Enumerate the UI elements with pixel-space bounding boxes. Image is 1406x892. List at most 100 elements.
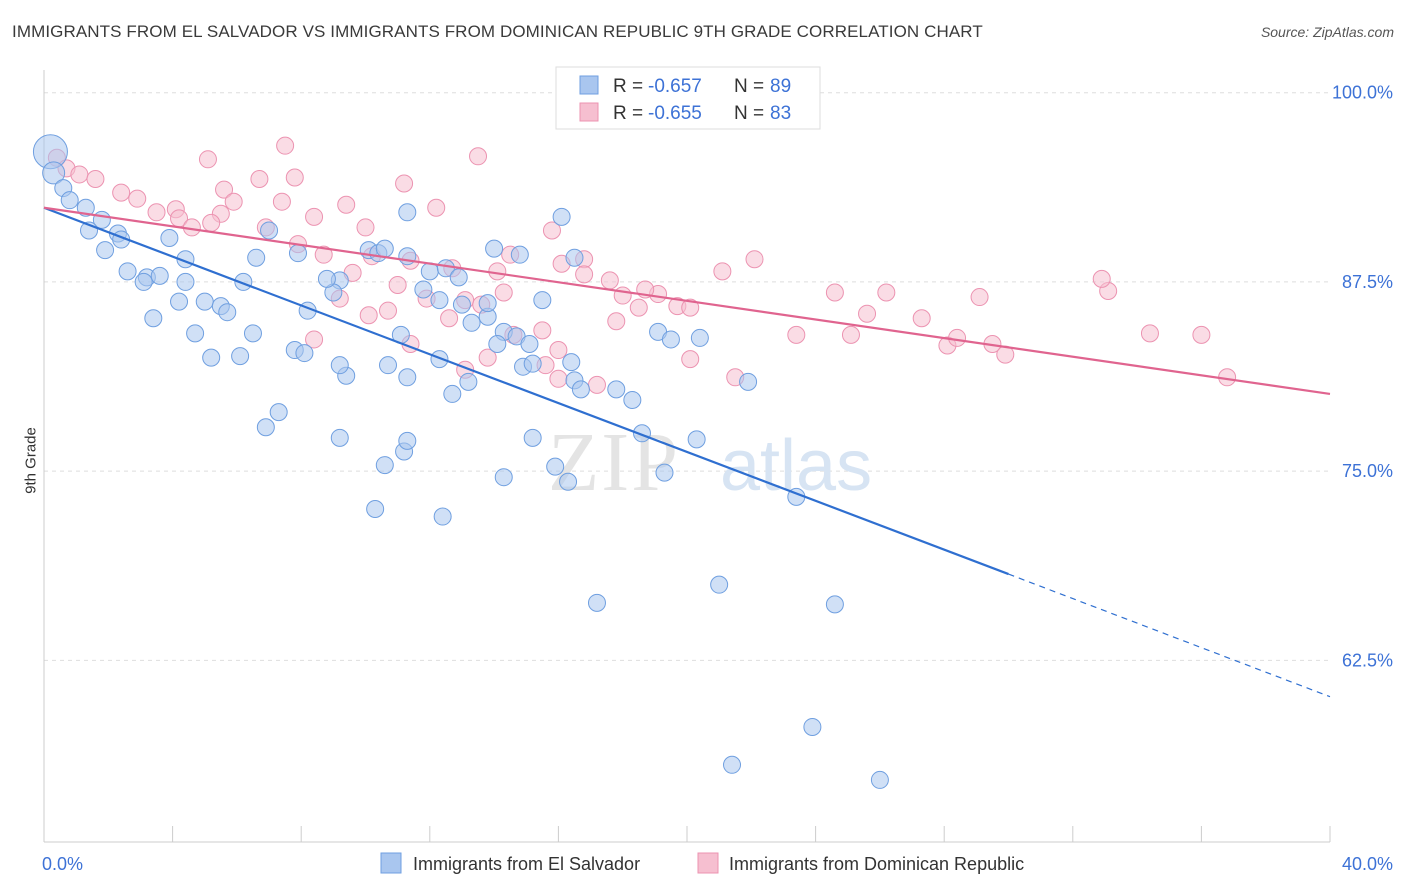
blue-point-50 [533,291,552,310]
blue-point-48 [485,239,504,258]
blue-point-1 [42,161,66,185]
pink-point-19 [356,218,375,237]
blue-point-79 [256,418,275,437]
blue-point-52 [565,248,584,267]
correlation-legend-box: R = -0.657 N = 89 R = -0.655 N = 83 [555,66,821,130]
blue-point-26 [243,324,262,343]
blue-point-83 [375,456,394,475]
pink-point-78 [533,321,552,340]
pink-point-18 [337,195,356,214]
y-tick-label-3: 62.5% [1342,650,1393,670]
series-legend-swatch-pink [697,852,719,874]
pink-point-74 [314,245,333,264]
blue-point-45 [462,313,481,332]
y-axis-label: 9th Grade [22,427,40,494]
blue-point-57 [231,347,250,366]
pink-point-14 [224,192,243,211]
blue-point-70 [571,380,590,399]
watermark-zip: ZIP [548,416,680,509]
legend-n-value-blue: 89 [770,76,791,97]
pink-point-76 [388,275,407,294]
blue-point-22 [195,292,214,311]
blue-point-91 [655,463,674,482]
pink-point-6 [147,203,166,222]
pink-point-28 [542,221,561,240]
series-legend-label-pink: Immigrants from Dominican Republic [729,854,1024,874]
legend-r-label-pink: R = [613,103,643,124]
pink-point-84 [1192,325,1211,344]
blue-point-20 [144,309,163,328]
pink-point-2 [70,165,89,184]
pink-point-44 [912,309,931,328]
series-legend: Immigrants from El Salvador Immigrants f… [380,852,1024,874]
pink-point-80 [607,312,626,331]
blue-point-25 [186,324,205,343]
pink-point-13 [202,213,221,232]
y-tick-label-2: 75.0% [1342,461,1393,481]
chart-title: IMMIGRANTS FROM EL SALVADOR VS IMMIGRANT… [12,22,983,41]
blue-point-86 [687,430,706,449]
x-tick-label-1: 40.0% [1342,854,1393,874]
blue-point-55 [520,334,539,353]
blue-point-28 [288,244,307,263]
blue-point-10 [160,229,179,248]
blue-point-39 [452,295,471,314]
blue-point-87 [546,457,565,476]
blue-point-19 [260,221,279,240]
pink-point-40 [825,283,844,302]
legend-r-value-blue: -0.657 [648,76,702,97]
pink-point-17 [305,207,324,226]
blue-trend-extension [1008,573,1331,698]
blue-point-98 [870,770,889,789]
legend-r-label-blue: R = [613,76,643,97]
grid-lines [44,92,1330,661]
blue-point-78 [269,403,288,422]
pink-point-36 [681,298,700,317]
y-tick-label-0: 100.0% [1332,83,1393,103]
pink-point-10 [198,150,217,169]
pink-point-71 [272,192,291,211]
blue-point-31 [317,269,336,288]
pink-point-22 [427,198,446,217]
blue-point-18 [247,248,266,267]
pink-point-3 [86,169,105,188]
blue-point-15 [150,266,169,285]
pink-point-38 [745,250,764,269]
blue-point-96 [433,507,452,526]
blue-point-63 [398,368,417,387]
blue-point-14 [134,272,153,291]
blue-point-74 [690,328,709,347]
pink-trend-line [43,206,1331,396]
source-label: Source: ZipAtlas.com [1260,24,1394,40]
pink-point-66 [549,369,568,388]
pink-point-42 [858,304,877,323]
blue-point-41 [436,259,455,278]
pink-point-60 [305,330,324,349]
x-tick-label-0: 0.0% [42,854,83,874]
blue-point-38 [430,291,449,310]
blue-trend-line [43,206,1009,576]
pink-point-39 [787,325,806,344]
blue-point-12 [118,262,137,281]
blue-point-59 [295,344,314,363]
blue-point-67 [523,354,542,373]
blue-point-93 [710,575,729,594]
pink-point-5 [128,189,147,208]
blue-point-43 [398,203,417,222]
blue-point-61 [330,356,349,375]
blue-point-24 [218,303,237,322]
pink-point-33 [629,298,648,317]
pink-point-11 [215,180,234,199]
pink-point-37 [713,262,732,281]
blue-point-46 [478,294,497,313]
blue-point-82 [398,431,417,450]
pink-point-31 [600,271,619,290]
axes [43,70,1331,843]
blue-point-56 [202,348,221,367]
blue-point-73 [661,330,680,349]
blue-point-97 [803,717,822,736]
pink-point-41 [841,325,860,344]
pink-point-67 [587,375,606,394]
blue-point-3 [60,191,79,210]
